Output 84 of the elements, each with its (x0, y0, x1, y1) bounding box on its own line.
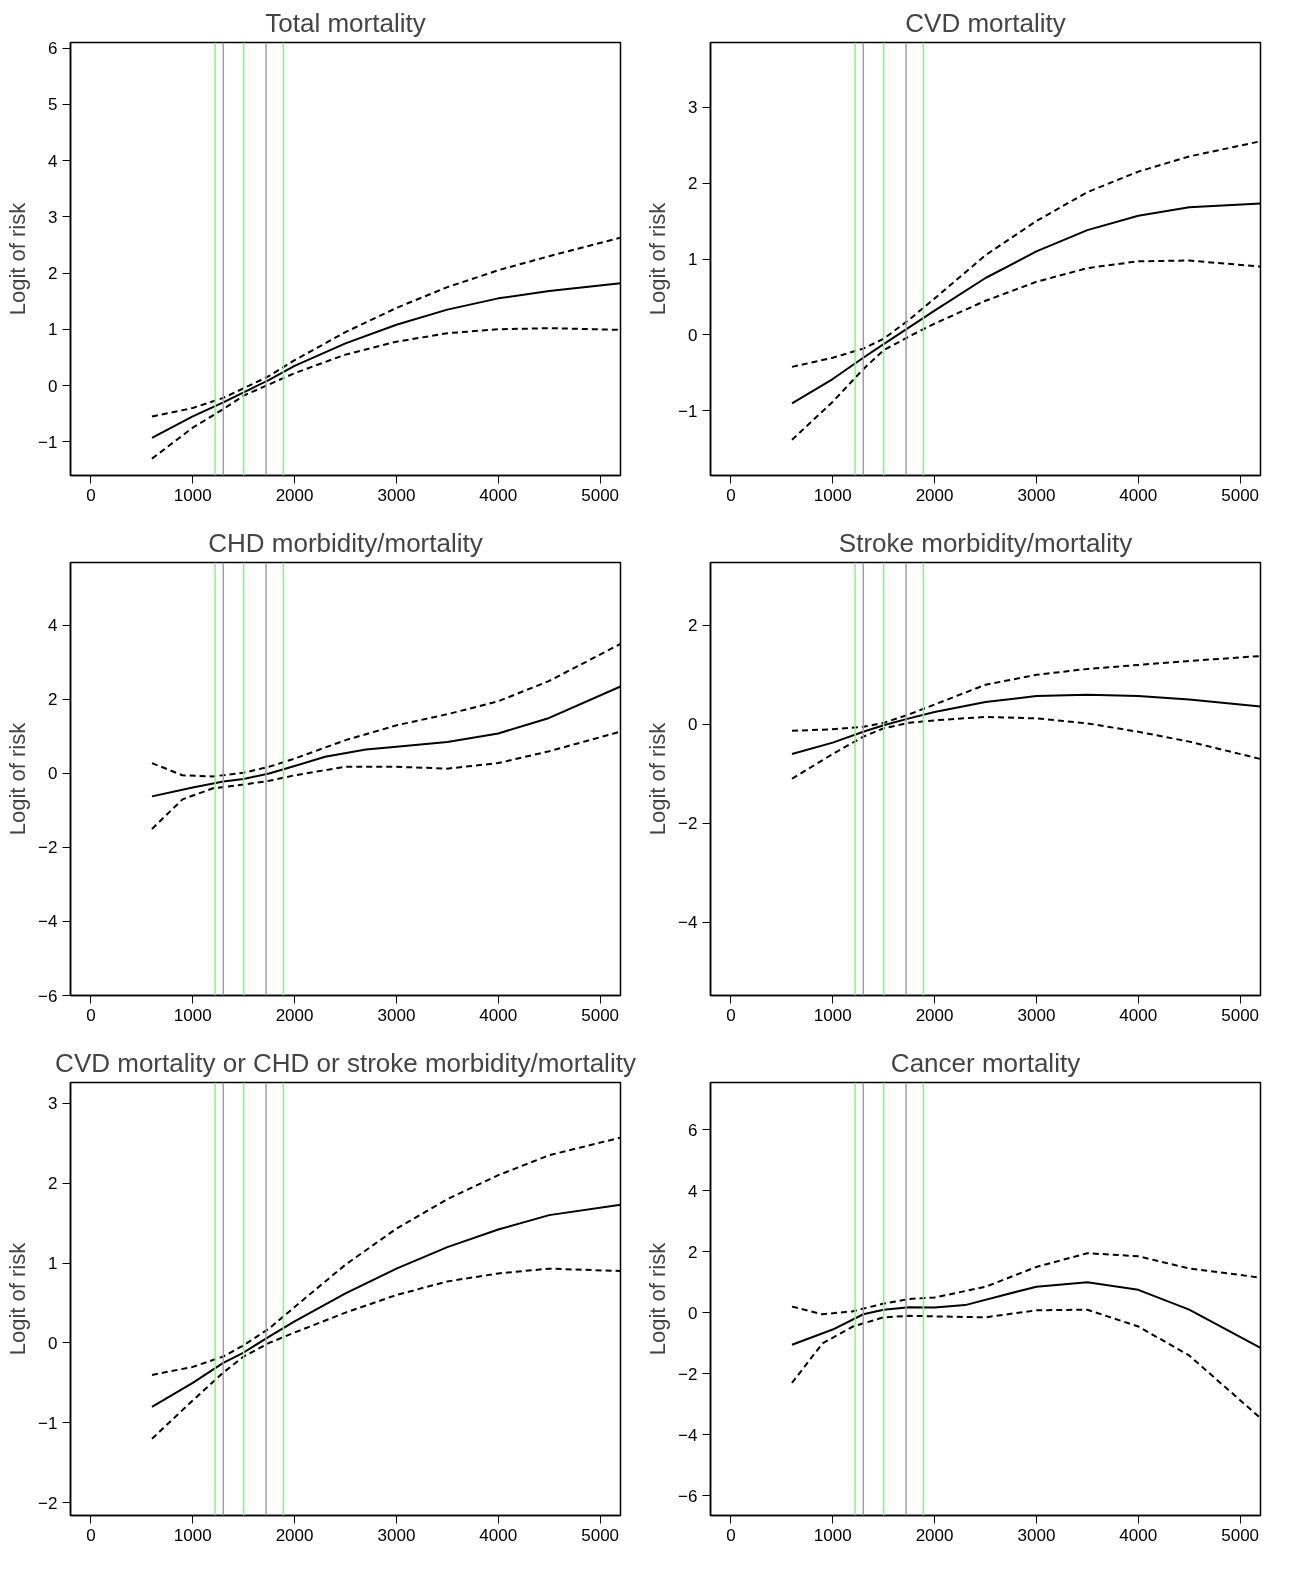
x-tick-label: 5000 (1221, 1525, 1260, 1545)
x-tick-label: 4000 (479, 1525, 518, 1545)
x-tick-label: 3000 (1017, 485, 1056, 505)
x-tick-label: 1000 (173, 1525, 212, 1545)
y-tick-label: 2 (48, 690, 58, 710)
y-tick-label: −1 (38, 1413, 58, 1433)
y-tick-label: 6 (688, 1120, 698, 1140)
y-tick-label: 0 (48, 376, 58, 396)
y-tick-label: 2 (688, 174, 698, 194)
x-tick-label: 4000 (1119, 485, 1158, 505)
x-tick-label: 5000 (581, 485, 620, 505)
y-axis-title: Logit of risk (645, 201, 671, 316)
x-tick-label: 2000 (275, 485, 314, 505)
y-tick-label: −2 (678, 1364, 698, 1384)
chart-title: CHD morbidity/mortality (208, 527, 483, 558)
y-tick-label: 2 (48, 264, 58, 284)
x-tick-label: 5000 (1221, 485, 1260, 505)
x-tick-label: 0 (726, 1525, 736, 1545)
y-tick-label: −1 (678, 401, 698, 421)
x-tick-label: 2000 (915, 485, 954, 505)
x-tick-label: 3000 (377, 1005, 416, 1025)
x-tick-label: 3000 (1017, 1525, 1056, 1545)
y-tick-label: 2 (48, 1174, 58, 1194)
y-tick-label: 3 (48, 1094, 58, 1114)
y-tick-label: 3 (688, 98, 698, 118)
x-tick-label: 0 (86, 1525, 96, 1545)
y-tick-label: −6 (678, 1486, 698, 1506)
x-tick-label: 4000 (479, 485, 518, 505)
y-tick-label: 0 (688, 715, 698, 735)
x-tick-label: 4000 (479, 1005, 518, 1025)
x-tick-label: 2000 (915, 1005, 954, 1025)
y-tick-label: 4 (48, 151, 58, 171)
y-axis-title: Logit of risk (5, 201, 31, 316)
x-tick-label: 5000 (1221, 1005, 1260, 1025)
chart-title: Total mortality (265, 7, 426, 38)
y-tick-label: 1 (48, 1254, 58, 1274)
x-tick-label: 0 (726, 485, 736, 505)
chart-title: CVD mortality (905, 7, 1066, 38)
x-tick-label: 3000 (377, 485, 416, 505)
x-tick-label: 1000 (173, 485, 212, 505)
x-tick-label: 3000 (1017, 1005, 1056, 1025)
y-tick-label: −2 (38, 838, 58, 858)
y-tick-label: 2 (688, 1242, 698, 1262)
y-tick-label: −2 (678, 814, 698, 834)
y-tick-label: 6 (48, 39, 58, 59)
x-tick-label: 0 (86, 1005, 96, 1025)
x-tick-label: 1000 (813, 1005, 852, 1025)
x-tick-label: 1000 (813, 485, 852, 505)
y-axis-title: Logit of risk (645, 721, 671, 836)
y-axis-title: Logit of risk (5, 1241, 31, 1356)
y-tick-label: 1 (688, 250, 698, 269)
x-tick-label: 1000 (813, 1525, 852, 1545)
y-tick-label: −2 (38, 1493, 58, 1513)
y-tick-label: −6 (38, 986, 58, 1006)
x-tick-label: 1000 (173, 1005, 212, 1025)
y-axis-title: Logit of risk (5, 721, 31, 836)
y-tick-label: −4 (678, 913, 698, 933)
x-tick-label: 5000 (581, 1005, 620, 1025)
x-tick-label: 0 (726, 1005, 736, 1025)
chart-title: Cancer mortality (890, 1047, 1081, 1078)
y-tick-label: −1 (38, 432, 58, 452)
x-tick-label: 4000 (1119, 1525, 1158, 1545)
chart-title: Stroke morbidity/mortality (838, 527, 1133, 558)
y-tick-label: 1 (48, 320, 58, 340)
x-tick-label: 2000 (275, 1525, 314, 1545)
chart-title: CVD mortality or CHD or stroke morbidity/mortality (55, 1047, 636, 1078)
y-tick-label: 0 (48, 1333, 58, 1353)
y-tick-label: 4 (48, 616, 58, 636)
y-axis-title: Logit of risk (645, 1241, 671, 1356)
x-tick-label: 4000 (1119, 1005, 1158, 1025)
x-tick-label: 5000 (581, 1525, 620, 1545)
y-tick-label: 0 (688, 325, 698, 345)
y-tick-label: 0 (688, 1303, 698, 1323)
x-tick-label: 2000 (915, 1525, 954, 1545)
x-tick-label: 2000 (275, 1005, 314, 1025)
y-tick-label: −4 (678, 1425, 698, 1445)
x-tick-label: 3000 (377, 1525, 416, 1545)
y-tick-label: −4 (38, 912, 58, 932)
x-tick-label: 0 (86, 485, 96, 505)
y-tick-label: 5 (48, 95, 58, 115)
y-tick-label: 2 (688, 616, 698, 636)
y-tick-label: 4 (688, 1181, 698, 1201)
y-tick-label: 3 (48, 207, 58, 227)
y-tick-label: 0 (48, 764, 58, 784)
